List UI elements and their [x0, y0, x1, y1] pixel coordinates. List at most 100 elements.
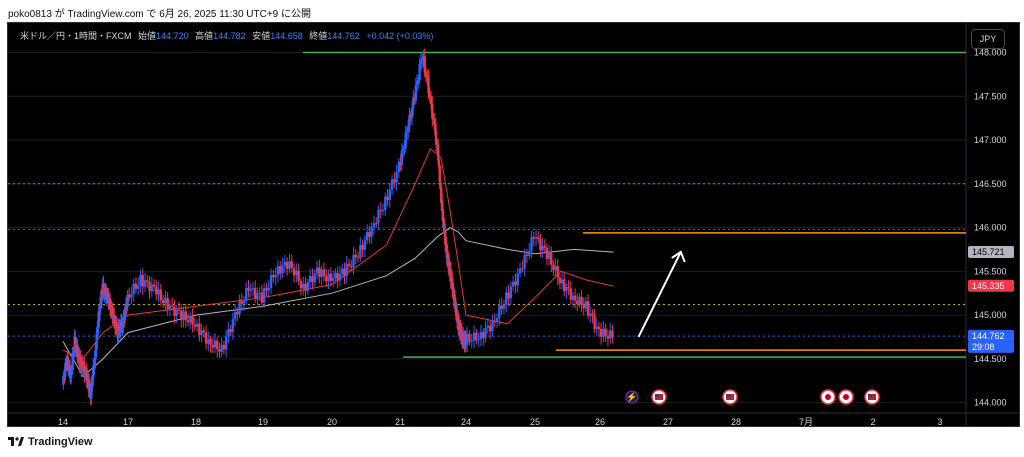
candle-body: [134, 283, 138, 289]
candle-body: [470, 340, 473, 342]
candle-body: [556, 266, 559, 278]
jp-flag-disc: [843, 394, 849, 400]
y-tick-label: 145.500: [974, 266, 1007, 276]
candle-body: [186, 320, 190, 323]
candle-body: [274, 274, 277, 278]
candle-body: [240, 301, 243, 304]
candle-body: [401, 148, 405, 151]
candle-body: [111, 307, 114, 319]
candle-body: [329, 273, 333, 281]
candle-body: [509, 286, 513, 299]
candle-body: [99, 296, 102, 308]
candle-body: [407, 125, 410, 132]
candle-body: [345, 263, 348, 277]
candle-body: [368, 231, 371, 237]
candle-body: [320, 269, 323, 277]
candle-body: [69, 376, 72, 378]
candle-body: [593, 315, 596, 329]
candle-body: [552, 264, 555, 271]
candle-body: [74, 336, 77, 349]
candle-body: [256, 293, 259, 299]
candle-body: [213, 340, 217, 348]
symbol-name: 米ドル／円・1時間・FXCM: [20, 31, 132, 41]
candle-body: [76, 356, 80, 358]
candle-body: [595, 326, 598, 329]
candle-body: [297, 270, 300, 282]
y-tick-label: 146.000: [974, 223, 1007, 233]
candle-body: [130, 294, 133, 298]
candle-body: [479, 332, 483, 340]
candle-body: [155, 286, 158, 295]
candle-body: [143, 280, 147, 287]
candle-body: [372, 223, 376, 228]
candle-body: [175, 309, 178, 316]
candle-body: [426, 75, 429, 78]
candle-body: [417, 80, 420, 82]
candle-body: [403, 147, 406, 149]
candle-body: [260, 292, 264, 303]
candle-body: [493, 321, 496, 323]
candle-body: [127, 294, 131, 298]
candle-body: [281, 265, 284, 274]
candle-body: [502, 304, 506, 309]
candlestick-chart[interactable]: 148.000 147.500 147.000 146.500 146.000 145.5…: [8, 23, 1019, 426]
currency-button[interactable]: JPY: [971, 29, 1005, 49]
y-tick-label: 145.000: [974, 310, 1007, 320]
candle-body: [409, 114, 412, 119]
candle-body: [576, 300, 579, 305]
x-tick-label: 27: [663, 417, 673, 426]
candle-body: [238, 301, 241, 315]
candle-body: [419, 60, 423, 64]
candle-body: [180, 310, 183, 321]
candle-body: [571, 295, 575, 300]
tradingview-logo-icon: [8, 437, 24, 446]
candle-body: [311, 276, 314, 283]
candle-body: [390, 179, 394, 190]
candle-body: [164, 298, 167, 304]
candle-body: [599, 329, 603, 337]
candle-body: [377, 209, 380, 224]
candle-body: [292, 267, 296, 276]
candle-body: [146, 280, 149, 282]
candle-body: [491, 321, 494, 332]
candle-body: [567, 287, 570, 289]
candle-body: [514, 281, 517, 286]
us-flag-canton: [868, 394, 872, 397]
y-tick-label: 146.500: [974, 179, 1007, 189]
candle-body: [74, 347, 78, 349]
candle-body: [157, 289, 160, 295]
candle-body: [207, 339, 210, 344]
candle-body: [276, 266, 280, 275]
candle-body: [229, 329, 232, 332]
candle-body: [433, 118, 437, 131]
candle-body: [262, 288, 266, 303]
candle-body: [85, 369, 88, 381]
candle-body: [397, 161, 401, 173]
candle-body: [318, 267, 321, 277]
open-label: 始値: [138, 31, 157, 41]
candle-body: [236, 311, 239, 315]
candle-body: [379, 209, 382, 211]
x-tick-label: 28: [731, 417, 741, 426]
candle-body: [547, 253, 551, 260]
candle-body: [182, 311, 185, 321]
candle-body: [308, 276, 312, 283]
candle-body: [341, 268, 344, 274]
candle-body: [123, 307, 127, 321]
candle-body: [177, 309, 181, 311]
candle-body: [65, 363, 68, 365]
x-tick-label: 18: [191, 417, 201, 426]
candle-body: [299, 281, 303, 289]
candle-body: [94, 350, 97, 360]
candle-body: [434, 130, 438, 145]
candle-body: [200, 330, 203, 335]
candle-body: [408, 114, 411, 126]
candle-body: [251, 288, 255, 290]
candle-body: [76, 345, 79, 358]
candle-body: [591, 313, 594, 316]
y-tick-label: 144.500: [974, 354, 1007, 364]
chart-frame[interactable]: 148.000 147.500 147.000 146.500 146.000 145.5…: [7, 22, 1020, 427]
candle-body: [507, 292, 510, 299]
candle-body: [486, 325, 490, 328]
candle-body: [88, 384, 92, 390]
